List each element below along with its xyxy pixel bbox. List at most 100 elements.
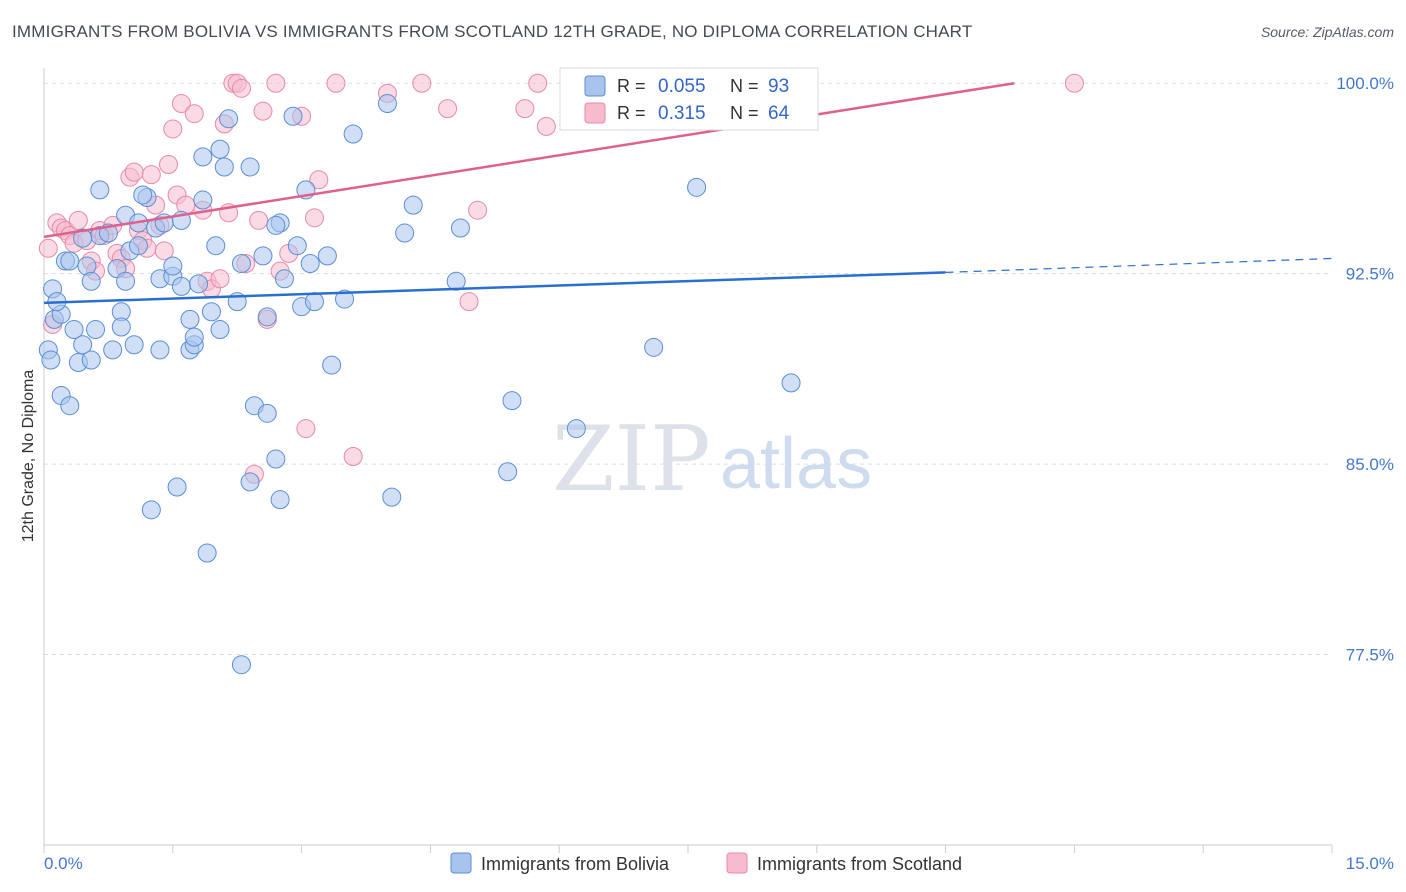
bolivia-point-77 [382,487,402,507]
bolivia-point-46 [197,543,217,563]
bolivia-point-43 [189,274,209,294]
bolivia-point-22 [111,317,131,337]
stats-legend-swatch-scotland [584,102,606,124]
stats-legend-r-label-scotland: R = [617,103,646,123]
grid-lines [44,82,1332,656]
scotland-point-63 [1064,73,1084,93]
scotland-point-57 [438,99,458,119]
scotland-point-51 [304,208,324,228]
bolivia-point-87 [781,373,801,393]
bolivia-point-57 [240,157,260,177]
bolivia-point-72 [317,246,337,266]
stats-legend-r-bolivia: 0.055 [658,76,706,97]
scotland-point-60 [515,99,535,119]
bolivia-point-45 [193,190,213,210]
stats-legend-n-bolivia: 93 [768,76,789,97]
bolivia-point-52 [219,109,239,129]
bottom-legend-label-bolivia: Immigrants from Bolivia [481,854,670,874]
stats-legend-r-scotland: 0.315 [658,103,706,124]
scotland-point-18 [124,162,144,182]
trend-lines [43,82,1333,305]
bolivia-point-51 [214,157,234,177]
bolivia-point-84 [566,419,586,439]
bolivia-point-23 [116,271,136,291]
bolivia-point-74 [335,289,355,309]
watermark-atlas: atlas [720,424,872,504]
bolivia-point-42 [184,327,204,347]
y-axis-title: 12th Grade, No Diploma [20,370,37,543]
bolivia-point-9 [64,320,84,340]
bolivia-point-63 [270,490,290,510]
bolivia-point-91 [163,256,183,276]
bolivia-point-60 [257,403,277,423]
scotland-trend-line [43,82,1015,239]
scotland-point-46 [266,73,286,93]
chart-title: IMMIGRANTS FROM BOLIVIA VS IMMIGRANTS FR… [12,22,973,41]
scotland-point-44 [253,101,273,121]
bolivia-point-27 [128,236,148,256]
bolivia-point-56 [240,472,260,492]
bolivia-trend-line [43,271,946,305]
bolivia-point-82 [498,462,518,482]
bolivia-point-7 [60,396,80,416]
scotland-point-59 [468,200,488,220]
bolivia-point-30 [141,500,161,520]
bolivia-point-44 [193,147,213,167]
bolivia-point-1 [41,350,61,370]
bottom-legend-swatch-scotland [726,852,748,874]
scotland-point-22 [141,165,161,185]
bolivia-point-8 [60,251,80,271]
bolivia-point-75 [343,124,363,144]
stats-legend-n-scotland: 64 [768,103,790,124]
scotland-point-58 [459,292,479,312]
scotland-point-26 [159,154,179,174]
stats-legend: R = 0.055 N = 93 R = 0.315 N = 64 [559,67,819,131]
y-tick-labels: 100.0% 92.5% 85.0% 77.5% [1336,74,1394,664]
scotland-point-54 [343,447,363,466]
x-tick-label-min: 0.0% [44,854,83,873]
x-tick-label-max: 15.0% [1346,854,1394,873]
bolivia-point-61 [257,307,277,327]
bolivia-point-79 [403,195,423,215]
x-ticks [43,845,1333,853]
bolivia-point-37 [171,276,191,296]
scotland-point-61 [528,73,548,93]
bolivia-point-83 [502,391,522,411]
bolivia-point-81 [450,218,470,238]
y-tick-label-1: 92.5% [1346,265,1394,284]
bolivia-point-33 [150,340,170,360]
bolivia-point-85 [644,337,664,357]
scotland-point-31 [184,104,204,124]
bolivia-point-76 [377,94,397,114]
bolivia-point-66 [283,106,303,126]
bolivia-point-49 [210,320,230,340]
stats-legend-n-label-scotland: N = [730,103,759,123]
bolivia-point-67 [287,236,307,256]
bolivia-point-73 [322,355,342,375]
bolivia-point-70 [300,254,320,274]
bolivia-point-92 [266,215,286,235]
bolivia-point-80 [446,271,466,291]
scotland-point-53 [326,73,346,93]
bolivia-point-62 [266,449,286,469]
bolivia-point-55 [231,655,251,675]
stats-legend-swatch-bolivia [584,75,606,97]
y-tick-label-3: 77.5% [1346,646,1394,665]
bolivia-point-14 [81,271,101,291]
bolivia-point-90 [133,185,153,205]
watermark: ZIP atlas [552,407,872,512]
bolivia-point-59 [253,246,273,266]
bolivia-point-17 [90,180,110,200]
scotland-point-52 [309,170,329,190]
scotland-point-43 [249,210,269,230]
scotland-point-7 [68,210,88,230]
bolivia-point-19 [103,340,123,360]
bolivia-point-71 [304,292,324,312]
scotland-point-62 [536,116,556,136]
bolivia-trend-extension [945,257,1333,274]
bolivia-point-36 [167,477,187,497]
bolivia-point-39 [180,309,200,329]
bolivia-point-65 [274,269,294,289]
bolivia-point-78 [395,223,415,243]
